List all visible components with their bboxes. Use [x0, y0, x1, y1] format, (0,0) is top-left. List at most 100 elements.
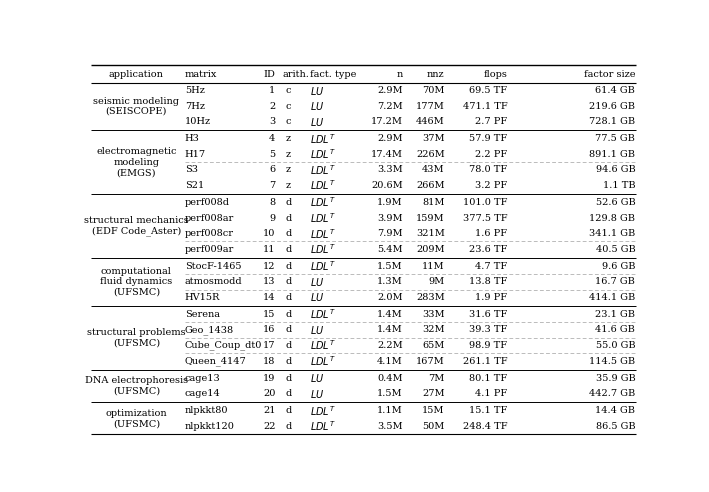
Text: 3.2 PF: 3.2 PF — [475, 181, 508, 190]
Text: 9M: 9M — [428, 277, 445, 286]
Text: 69.5 TF: 69.5 TF — [469, 86, 508, 95]
Text: z: z — [286, 134, 291, 143]
Text: ID: ID — [264, 70, 275, 79]
Text: perf008ar: perf008ar — [185, 214, 234, 222]
Text: Cube_Coup_dt0: Cube_Coup_dt0 — [185, 340, 262, 350]
Text: 3.3M: 3.3M — [377, 165, 403, 175]
Text: $LDL^T$: $LDL^T$ — [310, 308, 335, 321]
Text: computational
fluid dynamics
(UFSMC): computational fluid dynamics (UFSMC) — [100, 267, 172, 297]
Text: 23.1 GB: 23.1 GB — [596, 310, 635, 319]
Text: $LDL^T$: $LDL^T$ — [310, 163, 335, 177]
Text: 0.4M: 0.4M — [377, 373, 403, 383]
Text: $LDL^T$: $LDL^T$ — [310, 196, 335, 210]
Text: 33M: 33M — [422, 310, 445, 319]
Text: 37M: 37M — [422, 134, 445, 143]
Text: 4.1M: 4.1M — [377, 357, 403, 366]
Text: 55.0 GB: 55.0 GB — [596, 341, 635, 350]
Text: $LU$: $LU$ — [310, 100, 324, 112]
Text: $LU$: $LU$ — [310, 116, 324, 128]
Text: 13: 13 — [263, 277, 275, 286]
Text: Geo_1438: Geo_1438 — [185, 325, 234, 335]
Text: 209M: 209M — [416, 245, 445, 254]
Text: $LDL^T$: $LDL^T$ — [310, 148, 335, 161]
Text: 9: 9 — [269, 214, 275, 222]
Text: 11: 11 — [263, 245, 275, 254]
Text: 4.7 TF: 4.7 TF — [475, 262, 508, 271]
Text: 17.2M: 17.2M — [371, 117, 403, 126]
Text: 2.0M: 2.0M — [377, 293, 403, 302]
Text: 891.1 GB: 891.1 GB — [589, 150, 635, 159]
Text: 7.9M: 7.9M — [377, 229, 403, 238]
Text: d: d — [286, 198, 292, 207]
Text: cage14: cage14 — [185, 389, 220, 398]
Text: factor size: factor size — [584, 70, 635, 79]
Text: 2.2M: 2.2M — [377, 341, 403, 350]
Text: 167M: 167M — [416, 357, 445, 366]
Text: 219.6 GB: 219.6 GB — [589, 102, 635, 111]
Text: $LU$: $LU$ — [310, 85, 324, 97]
Text: 57.9 TF: 57.9 TF — [469, 134, 508, 143]
Text: structural problems
(UFSMC): structural problems (UFSMC) — [87, 328, 186, 347]
Text: 101.0 TF: 101.0 TF — [463, 198, 508, 207]
Text: 442.7 GB: 442.7 GB — [589, 389, 635, 398]
Text: $LDL^T$: $LDL^T$ — [310, 179, 335, 192]
Text: HV15R: HV15R — [185, 293, 220, 302]
Text: arith.: arith. — [282, 70, 309, 79]
Text: $LU$: $LU$ — [310, 372, 324, 384]
Text: perf008d: perf008d — [185, 198, 230, 207]
Text: 2.2 PF: 2.2 PF — [475, 150, 508, 159]
Text: 321M: 321M — [415, 229, 445, 238]
Text: 27M: 27M — [422, 389, 445, 398]
Text: 5: 5 — [269, 150, 275, 159]
Text: 11M: 11M — [422, 262, 445, 271]
Text: 77.5 GB: 77.5 GB — [596, 134, 635, 143]
Text: d: d — [286, 326, 292, 335]
Text: $LDL^T$: $LDL^T$ — [310, 242, 335, 256]
Text: 23.6 TF: 23.6 TF — [469, 245, 508, 254]
Text: 41.6 GB: 41.6 GB — [596, 326, 635, 335]
Text: 3: 3 — [269, 117, 275, 126]
Text: 159M: 159M — [416, 214, 445, 222]
Text: d: d — [286, 245, 292, 254]
Text: $LDL^T$: $LDL^T$ — [310, 404, 335, 418]
Text: n: n — [396, 70, 403, 79]
Text: d: d — [286, 373, 292, 383]
Text: nlpkkt80: nlpkkt80 — [185, 406, 228, 415]
Text: 177M: 177M — [415, 102, 445, 111]
Text: 226M: 226M — [416, 150, 445, 159]
Text: StocF-1465: StocF-1465 — [185, 262, 241, 271]
Text: 129.8 GB: 129.8 GB — [589, 214, 635, 222]
Text: 78.0 TF: 78.0 TF — [469, 165, 508, 175]
Text: 40.5 GB: 40.5 GB — [596, 245, 635, 254]
Text: c: c — [286, 86, 291, 95]
Text: d: d — [286, 422, 292, 431]
Text: 65M: 65M — [423, 341, 445, 350]
Text: 1.4M: 1.4M — [377, 310, 403, 319]
Text: nlpkkt120: nlpkkt120 — [185, 422, 235, 431]
Text: Queen_4147: Queen_4147 — [185, 356, 247, 366]
Text: z: z — [286, 181, 291, 190]
Text: application: application — [109, 70, 164, 79]
Text: d: d — [286, 389, 292, 398]
Text: 10: 10 — [263, 229, 275, 238]
Text: 261.1 TF: 261.1 TF — [463, 357, 508, 366]
Text: S3: S3 — [185, 165, 198, 175]
Text: 31.6 TF: 31.6 TF — [469, 310, 508, 319]
Text: $LDL^T$: $LDL^T$ — [310, 132, 335, 146]
Text: $LDL^T$: $LDL^T$ — [310, 419, 335, 433]
Text: 12: 12 — [263, 262, 275, 271]
Text: 14: 14 — [263, 293, 275, 302]
Text: 17.4M: 17.4M — [371, 150, 403, 159]
Text: c: c — [286, 102, 291, 111]
Text: z: z — [286, 165, 291, 175]
Text: d: d — [286, 406, 292, 415]
Text: 1: 1 — [269, 86, 275, 95]
Text: $LDL^T$: $LDL^T$ — [310, 227, 335, 241]
Text: 1.4M: 1.4M — [377, 326, 403, 335]
Text: z: z — [286, 150, 291, 159]
Text: 2.7 PF: 2.7 PF — [475, 117, 508, 126]
Text: 5Hz: 5Hz — [185, 86, 205, 95]
Text: 1.5M: 1.5M — [377, 262, 403, 271]
Text: $LDL^T$: $LDL^T$ — [310, 211, 335, 225]
Text: d: d — [286, 357, 292, 366]
